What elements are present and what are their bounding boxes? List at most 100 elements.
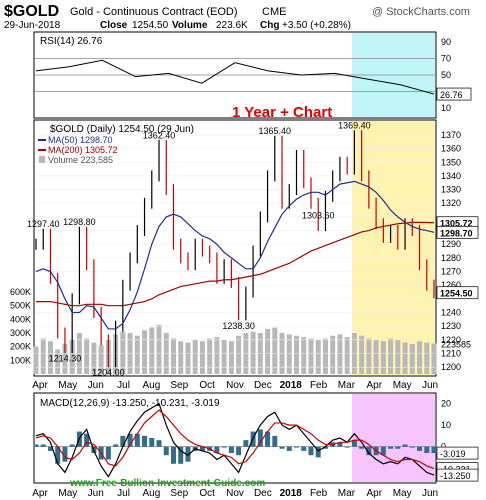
- volume-bar: [272, 327, 278, 374]
- footer-url: www.Free-Bullion-Investment-Guide.com: [69, 478, 265, 489]
- volume-bar: [395, 339, 401, 374]
- rsi-tick-label: 50: [441, 70, 451, 80]
- volume-bar: [322, 338, 328, 374]
- macd-month-label: Mar: [338, 488, 356, 499]
- macd-value-box: [436, 468, 479, 482]
- price-annotation: 1297.40: [27, 219, 60, 229]
- volume-legend: Volume 223,585: [48, 155, 113, 165]
- price-value-label: 1305.72: [440, 219, 473, 229]
- volume-bar: [199, 341, 205, 374]
- price-tick-label: 1350: [441, 157, 461, 167]
- price-tick-label: 1320: [441, 198, 461, 208]
- rsi-line: [35, 59, 435, 95]
- macd-histogram-bar: [55, 446, 61, 464]
- macd-histogram-bar: [265, 431, 271, 447]
- macd-month-label: Apr: [32, 488, 48, 499]
- macd-histogram-bar: [417, 446, 423, 451]
- macd-histogram-bar: [113, 444, 119, 447]
- price-month-label: Dec: [254, 380, 272, 391]
- price-month-label: Apr: [367, 380, 383, 391]
- axis-layer: Apr May Jun Jul Aug Sep Oct Nov Dec 2018 Feb Mar Apr…: [32, 380, 438, 499]
- watermark: @ StockCharts.com: [372, 6, 470, 18]
- close-label: Close: [100, 20, 128, 31]
- macd-histogram-bar: [127, 433, 133, 447]
- volume-value: 223.6K: [216, 20, 248, 31]
- price-month-label: Aug: [143, 380, 161, 391]
- volume-bar: [47, 341, 53, 374]
- volume-swatch: [39, 156, 45, 163]
- macd-signal-line: [35, 409, 435, 470]
- price-month-label: Jun: [88, 380, 104, 391]
- price-tick-label: 1260: [441, 280, 461, 290]
- macd-histogram-bar: [69, 444, 75, 447]
- macd-month-label: Nov: [226, 488, 244, 499]
- volume-bar: [207, 338, 213, 374]
- macd-histogram-bar: [286, 446, 292, 451]
- price-tick-label: 1360: [441, 144, 461, 154]
- volume-bar: [431, 343, 437, 374]
- rsi-layer: 103050709026.76: [35, 37, 472, 113]
- volume-bar: [265, 328, 271, 374]
- macd-histogram-bar: [315, 446, 321, 458]
- close-value: 1254.50: [132, 20, 169, 31]
- rsi-legend: RSI(14) 26.76: [40, 36, 103, 47]
- macd-histogram-bar: [40, 444, 46, 447]
- volume-bar: [315, 339, 321, 374]
- chg-label: Chg: [260, 20, 279, 31]
- macd-month-label: 2018: [280, 488, 303, 499]
- price-tick-label: 1240: [441, 308, 461, 318]
- volume-bar: [366, 338, 372, 374]
- macd-histogram-bar: [134, 433, 140, 447]
- macd-histogram-bar: [344, 446, 350, 448]
- price-value-box: [436, 225, 479, 239]
- macd-value-label: -13.250: [440, 471, 471, 481]
- volume-bar: [91, 342, 97, 374]
- macd-line: [35, 402, 435, 478]
- macd-value-box: [436, 446, 479, 460]
- price-legend: $GOLD (Daily) 1254.50 (29 Jun): [50, 124, 194, 135]
- volume-bar: [40, 338, 46, 374]
- price-annotation: 1365.40: [259, 126, 292, 136]
- ma50-legend: MA(50) 1298.70: [48, 135, 113, 145]
- macd-histogram-bar: [62, 446, 68, 462]
- volume-tick-label: 200K: [10, 342, 31, 352]
- macd-histogram-bar: [199, 446, 205, 451]
- volume-bar: [344, 337, 350, 374]
- macd-histogram-bar: [388, 446, 394, 449]
- symbol-title: $GOLD: [4, 3, 59, 20]
- volume-bar: [301, 337, 307, 374]
- volume-bar: [380, 341, 386, 374]
- volume-bar: [170, 338, 176, 374]
- volume-bar: [294, 335, 300, 374]
- macd-month-label: May: [393, 488, 412, 499]
- volume-bar: [359, 335, 365, 374]
- volume-bar: [134, 335, 140, 374]
- macd-histogram-bar: [185, 446, 191, 462]
- price-annotation: 1204.00: [92, 368, 125, 378]
- price-annotation: 1369.40: [338, 121, 371, 131]
- volume-tick-label: 500K: [10, 301, 31, 311]
- price-tick-label: 1290: [441, 239, 461, 249]
- volume-bar: [185, 342, 191, 374]
- macd-histogram-bar: [294, 446, 300, 448]
- price-value-box: [436, 286, 479, 300]
- volume-value-label: 223585: [441, 339, 471, 349]
- volume-bar: [228, 341, 234, 374]
- chg-value: +3.50 (+0.28%): [282, 20, 351, 31]
- volume-label: Volume: [172, 20, 208, 31]
- price-month-label: Mar: [338, 380, 356, 391]
- price-value-label: 1254.50: [440, 289, 473, 299]
- volume-tick-label: 600K: [10, 287, 31, 297]
- macd-histogram-bar: [366, 446, 372, 456]
- macd-histogram-bar: [308, 446, 314, 456]
- macd-histogram-bar: [105, 446, 111, 460]
- price-tick-label: 1340: [441, 171, 461, 181]
- exchange: CME: [262, 6, 286, 18]
- volume-bar: [178, 341, 184, 374]
- volume-bar: [250, 331, 256, 374]
- macd-histogram-bar: [424, 446, 430, 454]
- macd-histogram-bar: [47, 446, 53, 451]
- macd-legend: MACD(12,26,9) -13.250, -10.231, -3.019: [40, 398, 220, 409]
- macd-histogram-bar: [337, 442, 343, 447]
- volume-bar: [142, 330, 148, 374]
